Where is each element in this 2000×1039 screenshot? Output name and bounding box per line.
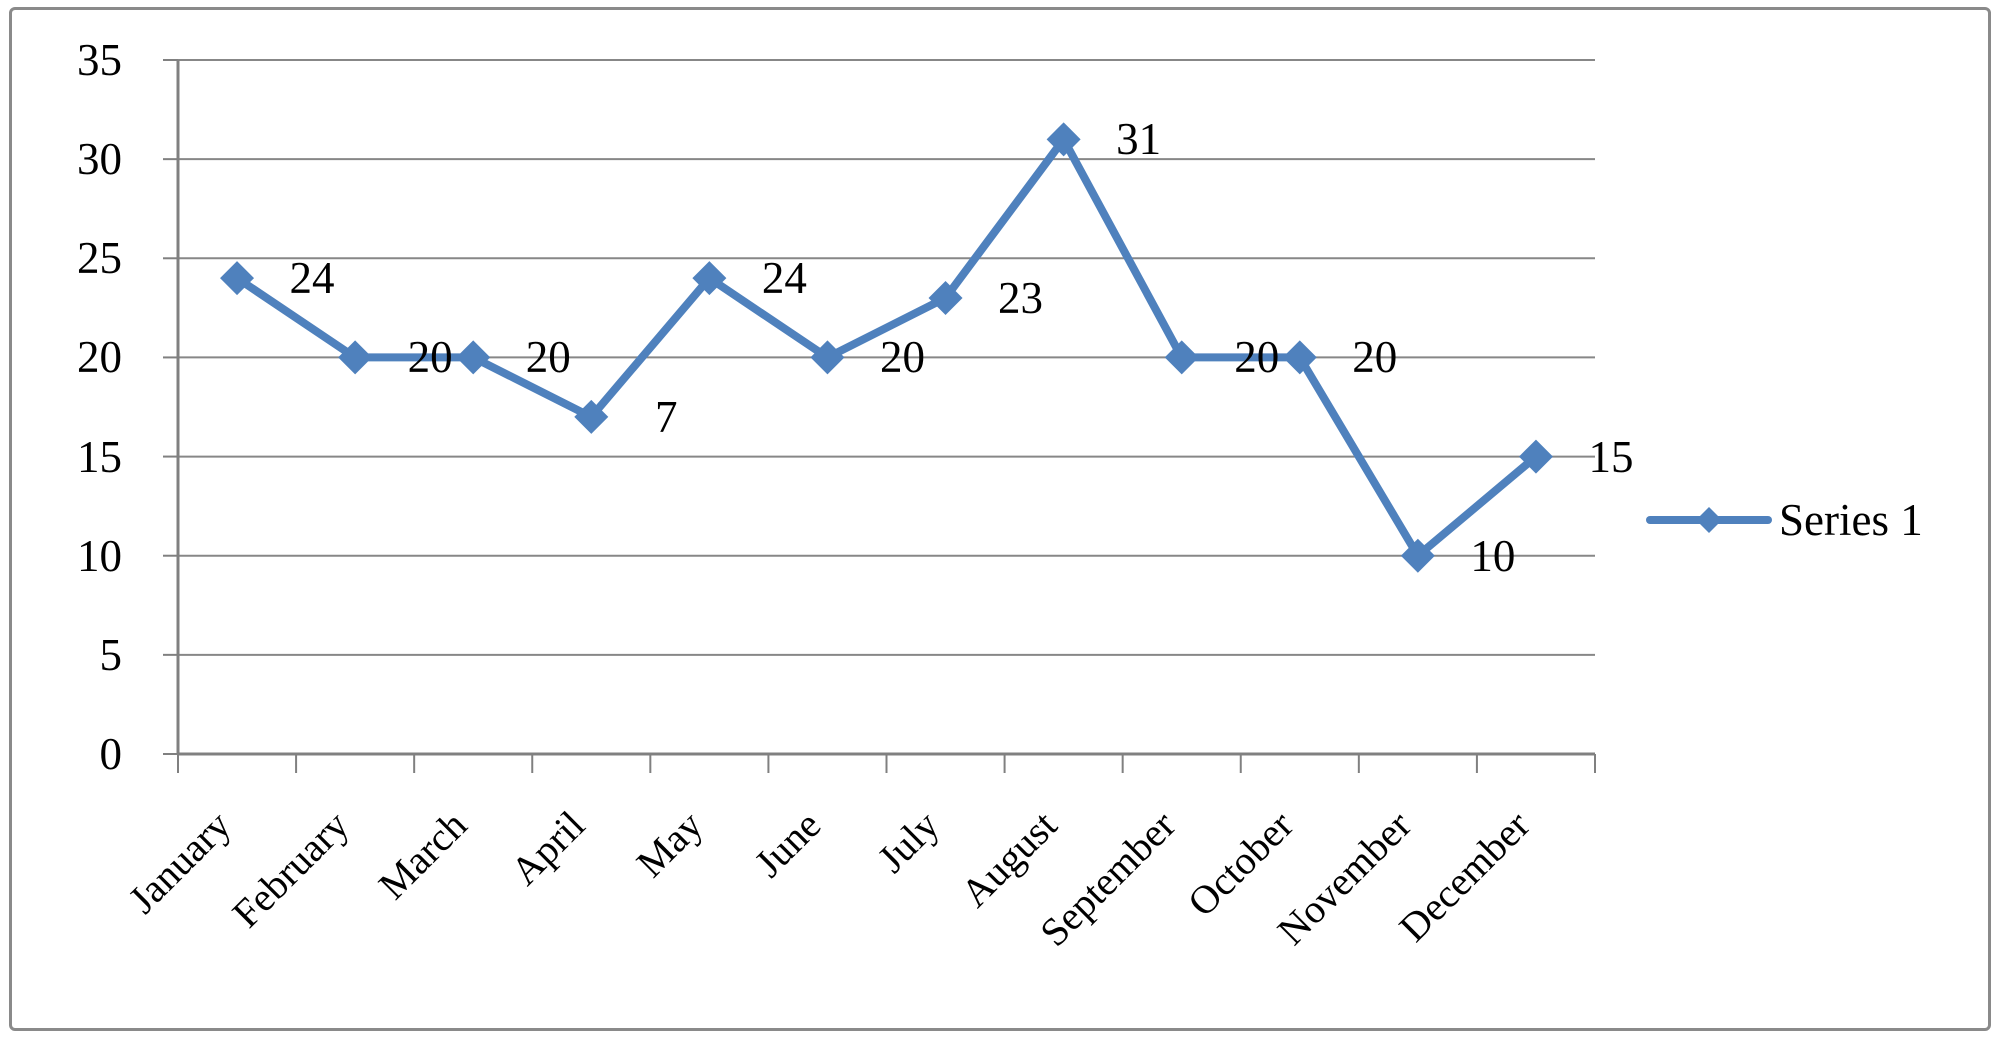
data-point-marker-August bbox=[1046, 122, 1081, 157]
data-point-marker-October bbox=[1282, 340, 1317, 375]
data-label-January: 24 bbox=[289, 253, 335, 304]
data-point-marker-November bbox=[1400, 538, 1435, 573]
series-line bbox=[233, 135, 1540, 560]
data-label-July: 23 bbox=[998, 272, 1044, 323]
data-point-marker-September bbox=[1164, 340, 1199, 375]
legend-label: Series 1 bbox=[1779, 495, 1923, 545]
data-point-marker-February bbox=[338, 340, 373, 375]
y-axis-label-20: 20 bbox=[77, 332, 122, 383]
data-point-marker-March bbox=[456, 340, 491, 375]
data-point-marker-December bbox=[1518, 439, 1553, 474]
data-point-marker-July bbox=[928, 280, 963, 315]
data-label-April: 7 bbox=[655, 391, 678, 442]
data-label-September: 20 bbox=[1234, 332, 1280, 383]
data-label-February: 20 bbox=[407, 332, 453, 383]
y-axis-label-0: 0 bbox=[99, 729, 123, 779]
data-label-October: 20 bbox=[1352, 332, 1398, 383]
data-label-November: 10 bbox=[1470, 530, 1516, 581]
data-label-August: 31 bbox=[1116, 114, 1162, 165]
data-point-marker-May bbox=[692, 261, 727, 296]
data-label-March: 20 bbox=[525, 332, 571, 383]
y-axis-label-35: 35 bbox=[77, 35, 122, 85]
data-point-marker-April bbox=[574, 399, 609, 434]
data-point-marker-January bbox=[220, 261, 255, 296]
data-point-marker-June bbox=[810, 340, 845, 375]
data-label-June: 20 bbox=[879, 332, 925, 383]
data-label-May: 24 bbox=[761, 253, 807, 304]
y-axis-label-30: 30 bbox=[77, 134, 122, 185]
y-axis-label-15: 15 bbox=[77, 431, 122, 482]
legend-marker-diamond-icon bbox=[1696, 507, 1722, 533]
y-axis-label-5: 5 bbox=[99, 629, 123, 680]
y-axis-label-10: 10 bbox=[77, 530, 122, 581]
data-label-December: 15 bbox=[1588, 431, 1634, 482]
y-axis-label-25: 25 bbox=[77, 233, 122, 284]
